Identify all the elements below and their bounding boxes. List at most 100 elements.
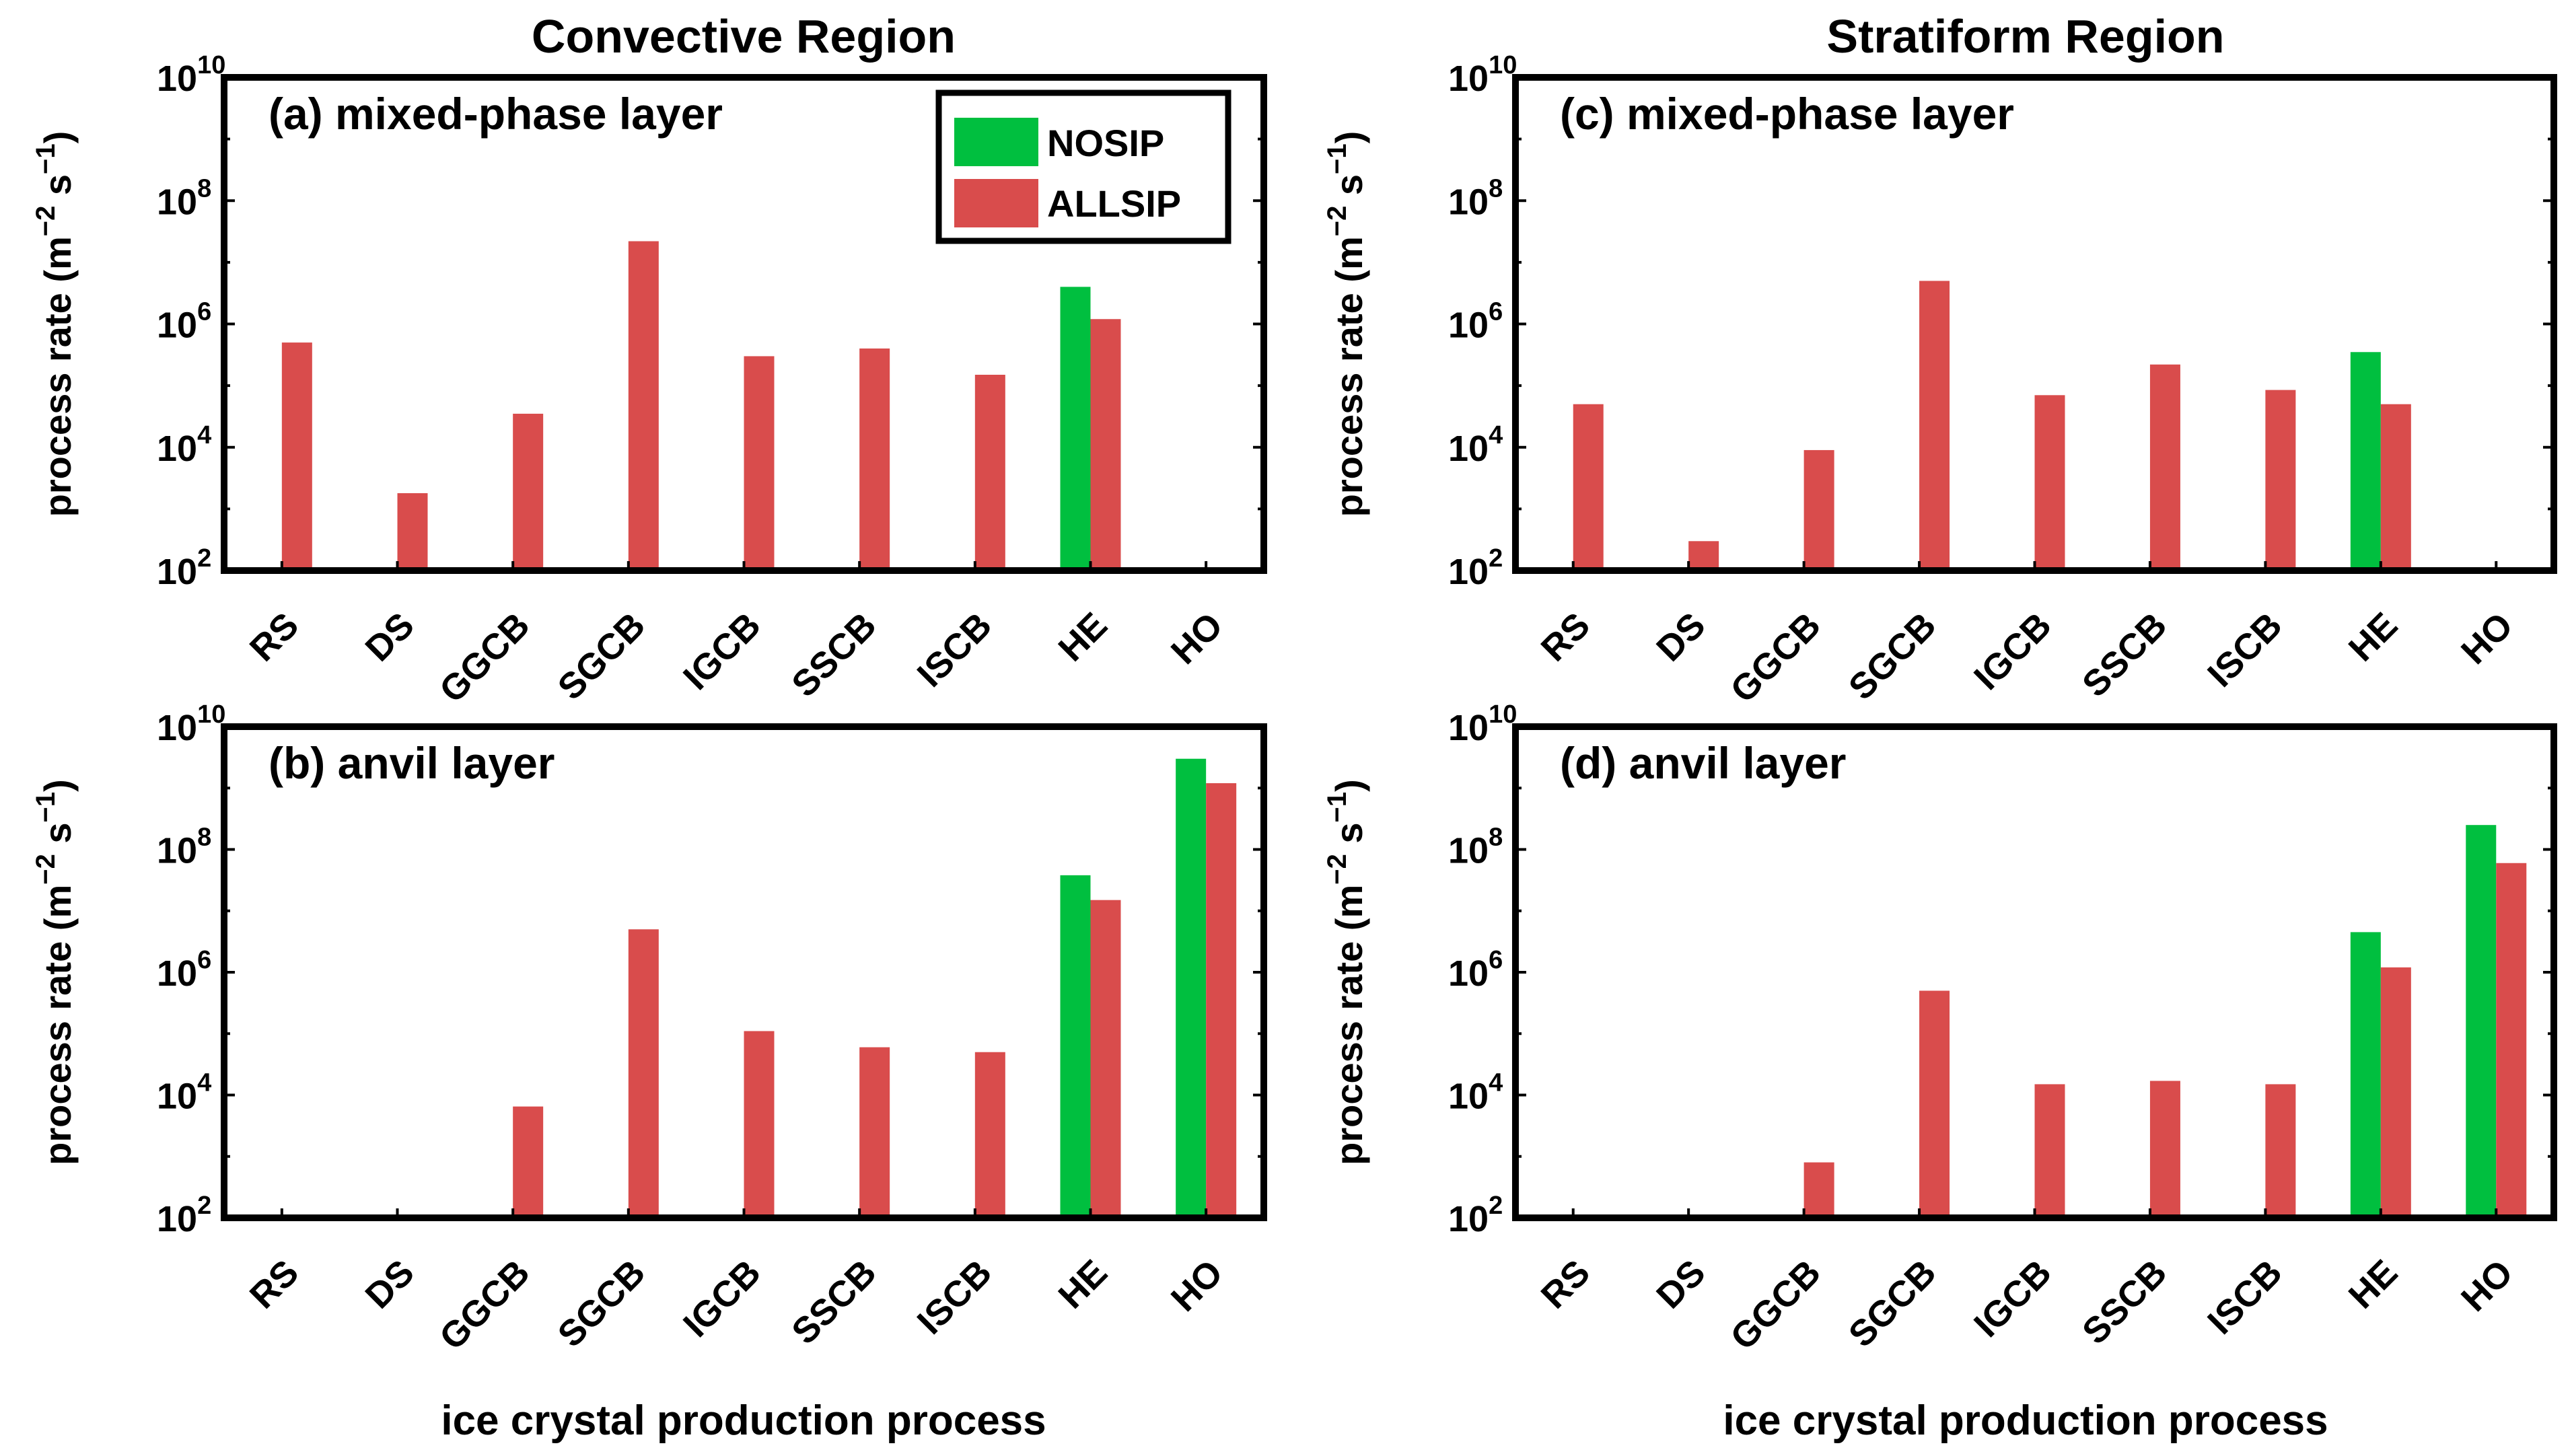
bar-allsip-iscb [2265, 390, 2296, 571]
y-tick-base: 10 [1448, 182, 1489, 222]
y-tick-exponent: 2 [197, 1192, 211, 1220]
y-tick-base: 10 [1448, 708, 1489, 748]
bar-nosip-he [2350, 932, 2381, 1218]
panel-title-c: (c) mixed-phase layer [1560, 89, 2014, 139]
x-tick-label-ds: DS [1649, 605, 1713, 669]
panel-b: RS DS GGCB SGCB IGCB SSCB ISCB HE HO102104106108… [31, 700, 1267, 1358]
bar-allsip-ho [1206, 783, 1237, 1218]
x-tick-label-igcb: IGCB [676, 1252, 769, 1345]
bar-allsip-he [2380, 967, 2411, 1218]
y-tick-exponent: 4 [197, 1069, 211, 1097]
axes-frame [221, 74, 1267, 574]
x-tick-label-ho: HO [1164, 605, 1231, 672]
x-tick-label-he: HE [2341, 1252, 2405, 1316]
bar-allsip-ggcb [1803, 1162, 1834, 1218]
axes-frame [1512, 74, 2557, 574]
y-tick-label: 108 [157, 174, 211, 222]
axes-frame [1512, 723, 2557, 1221]
bar-nosip-he [1060, 875, 1091, 1218]
x-tick-label-ggcb: GGCB [432, 1252, 538, 1358]
x-tick-label-sscb: SSCB [2075, 605, 2175, 705]
y-tick-base: 10 [157, 182, 197, 222]
column-title-convective: Convective Region [532, 10, 956, 63]
bar-allsip-sgcb [1919, 990, 1950, 1218]
y-axis-label: process rate (m−2 s−1) [1322, 131, 1370, 517]
x-tick-label-rs: RS [242, 605, 306, 669]
y-tick-base: 10 [1448, 305, 1489, 346]
y-tick-label: 104 [1448, 421, 1503, 469]
y-tick-label: 106 [1448, 946, 1503, 994]
x-tick-label-sgcb: SGCB [1841, 1252, 1944, 1355]
x-tick-label-ggcb: GGCB [432, 605, 538, 711]
y-tick-base: 10 [1448, 552, 1489, 592]
y-tick-exponent: 6 [1489, 298, 1503, 326]
y-tick-base: 10 [157, 552, 197, 592]
y-tick-exponent: 4 [1489, 1069, 1503, 1097]
panels: RS DS GGCB SGCB IGCB SSCB ISCB HE HO102104106108… [31, 51, 2557, 1358]
panel-title-d: (d) anvil layer [1560, 738, 1847, 788]
x-tick-label-ds: DS [358, 1252, 422, 1316]
bar-allsip-ggcb [1803, 449, 1834, 571]
bar-allsip-sscb [2149, 1081, 2180, 1218]
x-tick-label-sgcb: SGCB [550, 605, 653, 708]
x-axis-label-left: ice crystal production process [441, 1397, 1046, 1444]
bar-allsip-he [2380, 404, 2411, 571]
bar-allsip-ggcb [513, 1106, 544, 1218]
y-tick-base: 10 [157, 59, 197, 99]
bar-allsip-sscb [859, 1047, 890, 1218]
bar-allsip-ggcb [513, 413, 544, 571]
y-tick-label: 1010 [1448, 700, 1517, 748]
x-tick-label-he: HE [1051, 1252, 1115, 1316]
bar-nosip-he [2350, 352, 2381, 571]
y-tick-label: 106 [157, 946, 211, 994]
bar-allsip-sscb [859, 348, 890, 571]
y-tick-base: 10 [1448, 1199, 1489, 1239]
bar-allsip-he [1090, 900, 1121, 1218]
bar-allsip-sgcb [1919, 281, 1950, 571]
legend-label-allsip: ALLSIP [1047, 182, 1181, 225]
x-tick-label-he: HE [1051, 605, 1115, 669]
x-tick-label-ho: HO [2454, 1252, 2521, 1319]
y-tick-base: 10 [157, 831, 197, 871]
y-tick-base: 10 [157, 708, 197, 748]
y-tick-label: 102 [157, 1192, 211, 1239]
x-tick-label-ho: HO [2454, 605, 2521, 672]
y-tick-base: 10 [1448, 1077, 1489, 1117]
y-tick-base: 10 [1448, 953, 1489, 994]
y-tick-exponent: 2 [1489, 544, 1503, 573]
y-tick-label: 108 [1448, 824, 1503, 871]
y-tick-exponent: 8 [197, 174, 211, 203]
y-tick-exponent: 8 [197, 824, 211, 852]
x-tick-label-igcb: IGCB [1966, 1252, 2059, 1345]
y-tick-exponent: 2 [1489, 1192, 1503, 1220]
y-tick-label: 102 [1448, 544, 1503, 592]
bar-allsip-sgcb [628, 241, 659, 571]
bar-allsip-iscb [2265, 1084, 2296, 1218]
x-tick-label-ds: DS [358, 605, 422, 669]
bar-allsip-rs [1573, 404, 1604, 571]
bar-allsip-igcb [744, 1031, 775, 1218]
y-tick-label: 106 [1448, 298, 1503, 346]
y-axis-label: process rate (m−2 s−1) [31, 779, 79, 1165]
x-tick-label-ggcb: GGCB [1723, 605, 1828, 711]
bar-allsip-igcb [2034, 395, 2065, 571]
legend-label-nosip: NOSIP [1047, 122, 1164, 164]
column-title-stratiform: Stratiform Region [1826, 10, 2224, 63]
y-tick-base: 10 [157, 953, 197, 994]
bar-allsip-igcb [744, 356, 775, 571]
panel-title-a: (a) mixed-phase layer [269, 89, 723, 139]
bar-nosip-he [1060, 287, 1091, 571]
bar-allsip-sscb [2149, 364, 2180, 571]
x-tick-label-ho: HO [1164, 1252, 1231, 1319]
y-tick-label: 1010 [1448, 51, 1517, 99]
legend: NOSIP ALLSIP [935, 89, 1231, 244]
x-axis-label-right: ice crystal production process [1723, 1397, 2328, 1444]
y-tick-exponent: 6 [197, 298, 211, 326]
legend-swatch-nosip [954, 118, 1038, 166]
y-tick-exponent: 2 [197, 544, 211, 573]
x-tick-label-iscb: ISCB [2200, 605, 2290, 695]
bar-allsip-igcb [2034, 1084, 2065, 1218]
bar-allsip-ds [1688, 541, 1719, 571]
x-tick-label-iscb: ISCB [910, 1252, 1000, 1342]
